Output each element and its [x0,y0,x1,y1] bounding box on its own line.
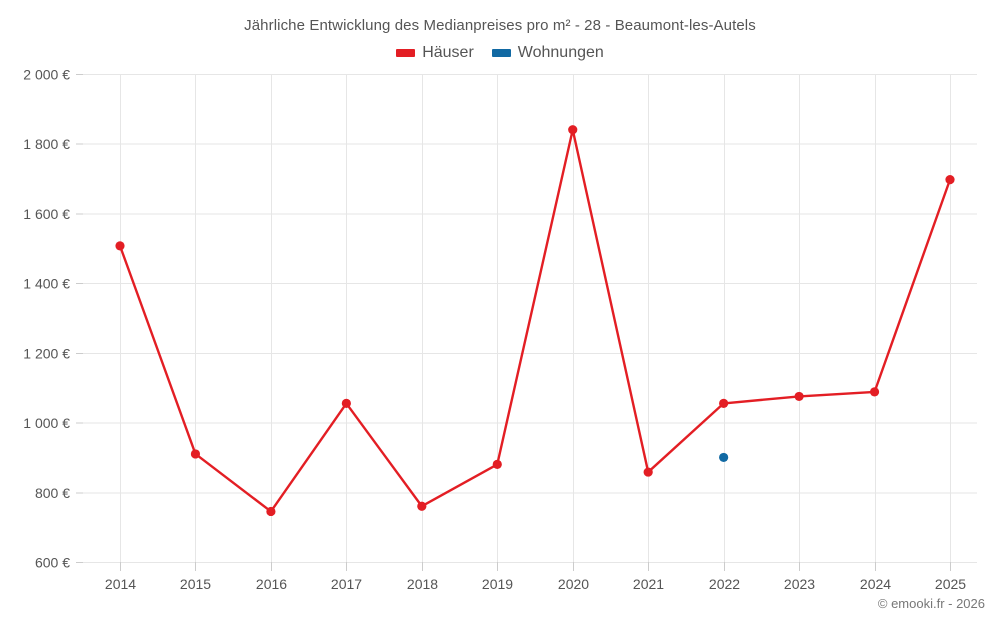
gridlines [83,74,977,563]
x-tick-label: 2024 [860,576,891,592]
y-tick-label: 1 000 € [23,415,70,431]
chart-title: Jährliche Entwicklung des Medianpreises … [244,17,756,34]
y-tick-label: 1 600 € [23,206,70,222]
data-point[interactable] [417,501,427,511]
data-point[interactable] [190,449,201,459]
data-point[interactable] [341,398,351,408]
x-axis-ticks: 2014 2015 2016 2017 2018 2019 2020 2021 2022 2023… [105,562,966,592]
legend-item-hauser[interactable]: Häuser [396,44,474,62]
y-tick-label: 1 400 € [23,276,70,292]
y-tick-label: 1 200 € [23,345,70,361]
x-tick-label: 2025 [935,576,966,592]
legend-label-hauser: Häuser [422,44,474,61]
data-point[interactable] [719,398,729,408]
x-tick-label: 2017 [331,576,362,592]
data-point[interactable] [492,459,502,469]
x-tick-label: 2015 [180,576,211,592]
data-point[interactable] [869,387,880,397]
legend-label-wohnungen: Wohnungen [517,44,604,61]
data-point[interactable] [719,452,729,463]
y-tick-label: 600 € [35,555,70,571]
x-tick-label: 2021 [633,576,664,592]
x-tick-label: 2016 [256,576,287,592]
data-point[interactable] [945,175,955,185]
x-tick-label: 2023 [784,576,815,592]
series-line-0 [118,128,952,513]
x-tick-label: 2018 [407,576,438,592]
data-point[interactable] [794,391,804,402]
legend-item-wohnungen[interactable]: Wohnungen [491,44,604,62]
data-series [115,125,955,517]
legend-swatch-hauser [396,49,416,57]
credit-text: © emooki.fr - 2026 [877,596,985,611]
x-tick-label: 2014 [105,576,136,592]
data-point[interactable] [643,467,653,477]
x-tick-label: 2022 [709,576,740,592]
legend-swatch-wohnungen [491,49,511,57]
y-tick-label: 1 800 € [23,136,70,152]
y-tick-label: 800 € [35,485,70,501]
data-point[interactable] [266,506,276,517]
chart-legend: Häuser Wohnungen [0,44,1000,62]
x-tick-label: 2019 [482,576,513,592]
data-point[interactable] [568,125,578,135]
data-point[interactable] [115,241,125,251]
x-tick-label: 2020 [558,576,589,592]
y-tick-label: 2 000 € [23,67,70,83]
y-axis-ticks: 600 € 800 € 1 000 € 1 200 € 1 400 € 1 600 € 1 … [23,67,83,571]
